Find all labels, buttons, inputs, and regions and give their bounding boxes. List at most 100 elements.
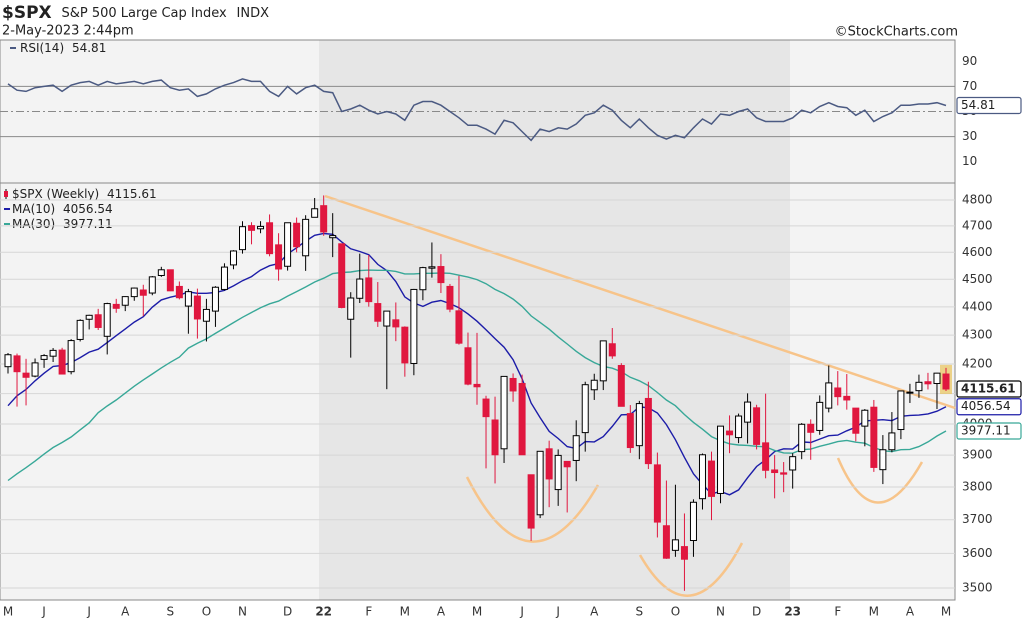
- candle-body: [798, 423, 806, 453]
- legend-icon: [4, 191, 8, 197]
- x-tick-label: 23: [784, 605, 801, 619]
- y-tick-label: 4200: [962, 357, 993, 371]
- chart-subtitle: S&P 500 Large Cap Index: [61, 6, 227, 21]
- value-tag: 4056.54: [961, 399, 1011, 413]
- candle-body: [617, 365, 625, 407]
- annotations: [324, 194, 956, 597]
- candle-body: [653, 464, 661, 523]
- candle-body: [419, 267, 427, 291]
- candle-body: [58, 349, 66, 375]
- ma10-legend: MA(10) 4056.54: [12, 202, 113, 216]
- rsi-tick-label: 30: [962, 129, 977, 143]
- candle-body: [536, 450, 544, 516]
- candle-body: [500, 375, 508, 450]
- x-tick-label: N: [716, 605, 725, 619]
- candle-body: [455, 310, 463, 344]
- rsi-tick-label: 10: [962, 154, 977, 168]
- y-tick-label: 4600: [962, 245, 993, 259]
- candle-body: [644, 397, 652, 465]
- x-tick-label: A: [590, 605, 599, 619]
- candle-body: [933, 372, 941, 385]
- candle-body: [284, 222, 292, 267]
- ma30-legend-value: 3977.11: [63, 217, 113, 231]
- candle-body: [202, 308, 210, 322]
- candle-body: [482, 398, 490, 418]
- candle-body: [67, 340, 75, 373]
- x-tick-label: A: [121, 605, 130, 619]
- candle-body: [816, 401, 824, 431]
- value-tag-box: [956, 380, 1022, 398]
- arc: [836, 457, 924, 504]
- candle-body: [229, 250, 237, 266]
- ma30-legend-name: MA(30): [12, 217, 55, 231]
- x-tick-label: M: [3, 605, 13, 619]
- rsi-legend-name: RSI(14): [20, 41, 64, 55]
- candle-body: [374, 303, 382, 322]
- x-tick-label: D: [283, 605, 292, 619]
- candle-body: [94, 314, 102, 328]
- x-tick-label: 22: [315, 605, 332, 619]
- candle-body: [698, 454, 706, 500]
- candle-body: [753, 407, 761, 445]
- candle-body: [572, 435, 580, 461]
- candle-body: [771, 469, 779, 474]
- candle-body: [473, 383, 481, 388]
- candle-body: [329, 235, 337, 239]
- candle-body: [175, 285, 183, 299]
- candle-body: [518, 383, 526, 456]
- rsi-legend-value: 54.81: [72, 41, 106, 55]
- candle-body: [401, 326, 409, 364]
- x-tick-label: F: [834, 605, 841, 619]
- candle-body: [879, 449, 887, 471]
- candle-body: [789, 456, 797, 471]
- candle-body: [581, 384, 589, 434]
- candle-body: [437, 266, 445, 284]
- candle-body: [220, 266, 228, 290]
- candle-body: [726, 430, 734, 436]
- candle-body: [293, 222, 301, 248]
- candle-body: [834, 387, 842, 398]
- header: $SPX S&P 500 Large Cap Index INDX: [2, 3, 269, 23]
- y-tick-label: 4300: [962, 328, 993, 342]
- rsi-tick-label: 70: [962, 79, 977, 93]
- candle-body: [671, 539, 679, 551]
- candle-body: [708, 460, 715, 497]
- value-tag-box: [956, 422, 1022, 440]
- y-tick-label: 3800: [962, 479, 993, 493]
- rsi-tick-label: 90: [962, 54, 977, 68]
- x-tick-label: M: [869, 605, 879, 619]
- value-tag-box: [956, 398, 1022, 416]
- candle-body: [392, 319, 400, 328]
- candle-body: [527, 474, 535, 529]
- candle-body: [302, 218, 310, 257]
- candle-body: [906, 391, 914, 394]
- candle-body: [347, 297, 355, 320]
- candle-body: [599, 340, 607, 382]
- candle-body: [139, 289, 147, 296]
- candle-body: [807, 423, 815, 433]
- candle-body: [861, 409, 869, 427]
- candle-body: [257, 225, 265, 230]
- ma10-legend-value: 4056.54: [63, 202, 113, 216]
- candle-body: [166, 269, 174, 292]
- exchange: INDX: [237, 6, 270, 21]
- moving-average: [7, 269, 947, 482]
- price-panel-frame: [0, 182, 956, 601]
- x-tick-label: S: [167, 605, 175, 619]
- candle-body: [545, 448, 553, 480]
- value-tag: 54.81: [961, 98, 995, 112]
- candle-body: [843, 395, 851, 401]
- value-tag: 4115.61: [961, 381, 1016, 395]
- candle-body: [320, 205, 328, 233]
- candle-body: [275, 244, 283, 270]
- candle-body: [112, 303, 120, 309]
- x-tick-label: J: [555, 605, 560, 619]
- candle-body: [311, 208, 319, 218]
- candle-body: [428, 266, 436, 269]
- candle-body: [4, 354, 12, 368]
- candle-body: [31, 362, 39, 377]
- candle-body: [103, 303, 111, 337]
- x-tick-label: N: [238, 605, 247, 619]
- y-tick-label: 4700: [962, 218, 993, 232]
- value-tag-box: [956, 96, 1022, 115]
